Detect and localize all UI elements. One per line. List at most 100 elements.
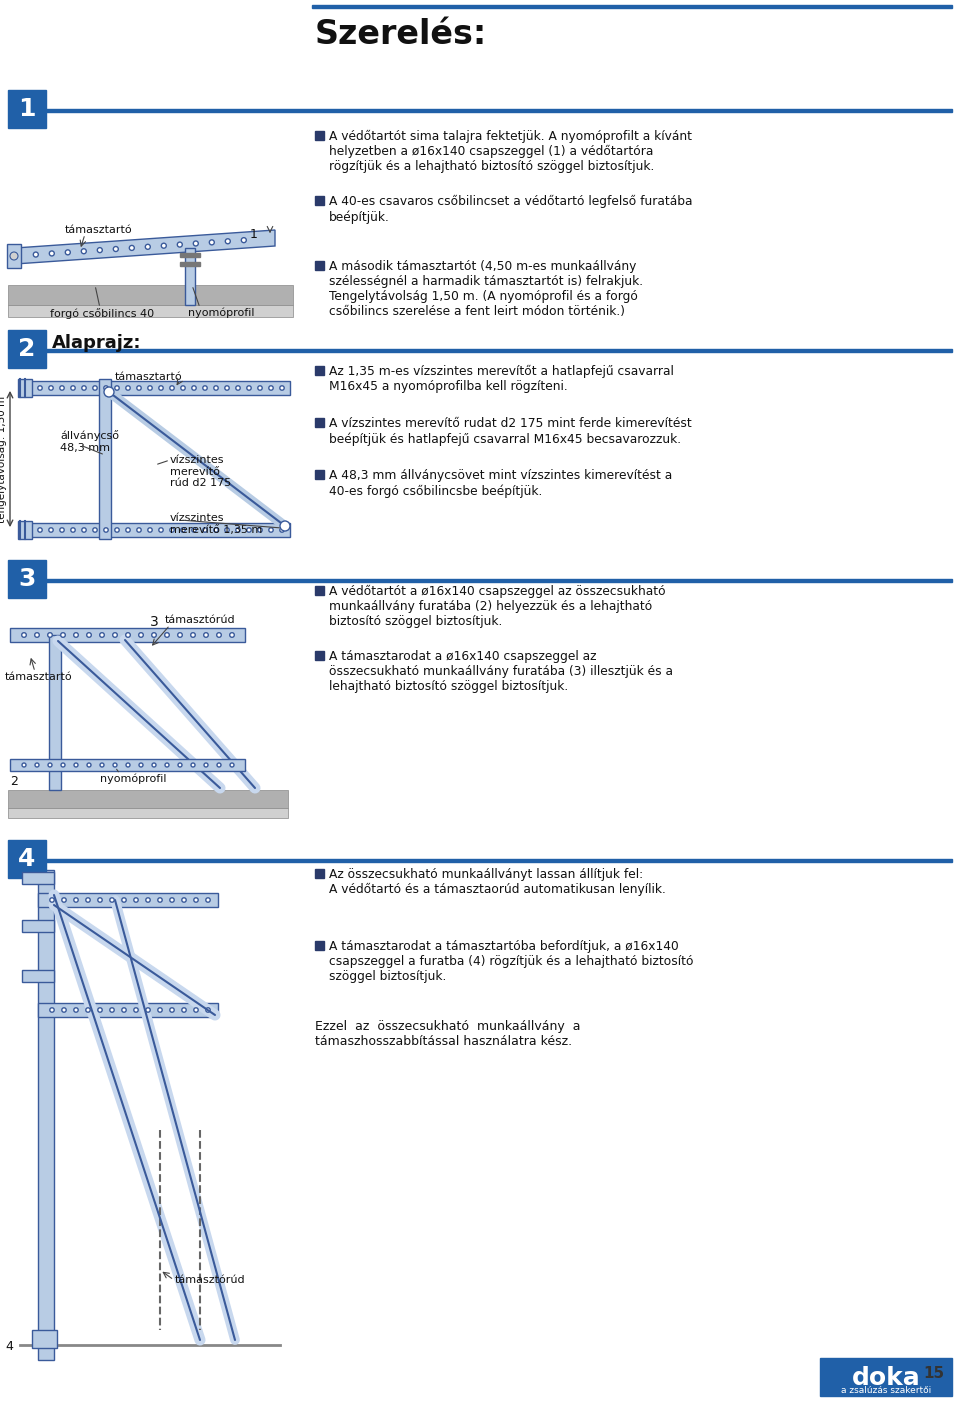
Bar xyxy=(38,893,218,907)
Circle shape xyxy=(37,386,42,390)
Circle shape xyxy=(22,633,26,637)
Circle shape xyxy=(205,1008,210,1012)
Circle shape xyxy=(82,528,86,532)
Text: állványcső
48,3 mm: állványcső 48,3 mm xyxy=(60,430,119,452)
Bar xyxy=(315,470,324,479)
Text: 3: 3 xyxy=(150,615,158,629)
Bar xyxy=(8,790,288,807)
Circle shape xyxy=(204,633,208,637)
Circle shape xyxy=(37,528,42,532)
Text: támasztartó: támasztartó xyxy=(65,225,132,234)
Circle shape xyxy=(139,762,143,767)
Circle shape xyxy=(226,239,230,244)
Bar xyxy=(315,869,324,878)
Bar xyxy=(22,970,54,981)
Circle shape xyxy=(10,251,18,260)
Text: A támasztarodat a ø16x140 csapszeggel az
összecsukható munkaállvány furatába (3): A támasztarodat a ø16x140 csapszeggel az… xyxy=(329,650,673,694)
Circle shape xyxy=(100,762,104,767)
Circle shape xyxy=(126,633,131,637)
Circle shape xyxy=(71,528,75,532)
Circle shape xyxy=(122,1008,126,1012)
Circle shape xyxy=(209,240,214,244)
Text: 4: 4 xyxy=(5,1339,12,1353)
Circle shape xyxy=(93,528,97,532)
Bar xyxy=(315,131,324,140)
Bar xyxy=(8,840,46,878)
Circle shape xyxy=(133,1008,138,1012)
Bar xyxy=(315,197,324,205)
Text: vízszintes
merevítő 1,35 m: vízszintes merevítő 1,35 m xyxy=(170,512,262,535)
Circle shape xyxy=(165,762,169,767)
Circle shape xyxy=(48,762,52,767)
Circle shape xyxy=(48,633,52,637)
Circle shape xyxy=(152,762,156,767)
Text: A védőtartót sima talajra fektetjük. A nyomóprofilt a kívánt
helyzetben a ø16x14: A védőtartót sima talajra fektetjük. A n… xyxy=(329,131,692,173)
Circle shape xyxy=(146,1008,150,1012)
Circle shape xyxy=(61,762,65,767)
Circle shape xyxy=(204,762,208,767)
Circle shape xyxy=(34,253,38,257)
Circle shape xyxy=(247,528,252,532)
Bar xyxy=(820,1358,952,1396)
Circle shape xyxy=(192,386,196,390)
Circle shape xyxy=(229,633,234,637)
Text: tengelytávolság: 1,50 m: tengelytávolság: 1,50 m xyxy=(0,396,8,522)
Circle shape xyxy=(280,521,290,531)
Circle shape xyxy=(205,897,210,903)
Text: 15: 15 xyxy=(924,1366,945,1382)
Circle shape xyxy=(269,386,274,390)
Circle shape xyxy=(49,528,53,532)
Bar xyxy=(18,379,32,397)
Bar xyxy=(315,941,324,951)
Bar xyxy=(180,263,200,265)
Bar xyxy=(10,760,245,771)
Circle shape xyxy=(74,762,78,767)
Text: a zsalúzás szakertői: a zsalúzás szakertői xyxy=(841,1386,931,1396)
Text: forgó csőbilincs 40: forgó csőbilincs 40 xyxy=(50,307,155,319)
Text: támasztartó: támasztartó xyxy=(5,673,73,682)
Circle shape xyxy=(241,237,247,243)
Circle shape xyxy=(158,386,163,390)
Bar xyxy=(8,285,293,305)
Circle shape xyxy=(157,1008,162,1012)
Circle shape xyxy=(50,897,54,903)
Circle shape xyxy=(148,386,153,390)
Circle shape xyxy=(93,386,97,390)
Circle shape xyxy=(146,897,150,903)
Circle shape xyxy=(258,528,262,532)
Circle shape xyxy=(145,244,151,250)
Circle shape xyxy=(82,386,86,390)
Circle shape xyxy=(126,386,131,390)
Bar xyxy=(22,872,54,885)
Text: nyomóprofil: nyomóprofil xyxy=(188,307,254,319)
Circle shape xyxy=(74,1008,78,1012)
Bar xyxy=(185,249,195,305)
Circle shape xyxy=(247,386,252,390)
Circle shape xyxy=(180,528,185,532)
Circle shape xyxy=(87,762,91,767)
Circle shape xyxy=(133,897,138,903)
Polygon shape xyxy=(15,230,275,264)
Circle shape xyxy=(180,386,185,390)
Circle shape xyxy=(170,1008,174,1012)
Text: A második támasztartót (4,50 m-es munkaállvány
szélességnél a harmadik támasztar: A második támasztartót (4,50 m-es munkaá… xyxy=(329,260,643,317)
Text: 1: 1 xyxy=(18,97,36,121)
Bar xyxy=(312,6,952,8)
Bar xyxy=(30,524,290,536)
Circle shape xyxy=(61,1008,66,1012)
Circle shape xyxy=(148,528,153,532)
Circle shape xyxy=(112,633,117,637)
Circle shape xyxy=(279,528,284,532)
Circle shape xyxy=(60,528,64,532)
Circle shape xyxy=(98,1008,102,1012)
Circle shape xyxy=(60,633,65,637)
Circle shape xyxy=(113,247,118,251)
Bar xyxy=(315,261,324,270)
Bar xyxy=(46,859,952,862)
Text: A vízszintes merevítő rudat d2 175 mint ferde kimerevítést
beépítjük és hatlapf: A vízszintes merevítő rudat d2 175 mint … xyxy=(329,417,692,445)
Circle shape xyxy=(126,762,130,767)
Bar xyxy=(315,418,324,427)
Bar xyxy=(46,110,952,112)
Text: A 40-es csavaros csőbilincset a védőtartó legfelső furatába
beépítjük.: A 40-es csavaros csőbilincset a védőtart… xyxy=(329,195,692,223)
Circle shape xyxy=(203,386,207,390)
